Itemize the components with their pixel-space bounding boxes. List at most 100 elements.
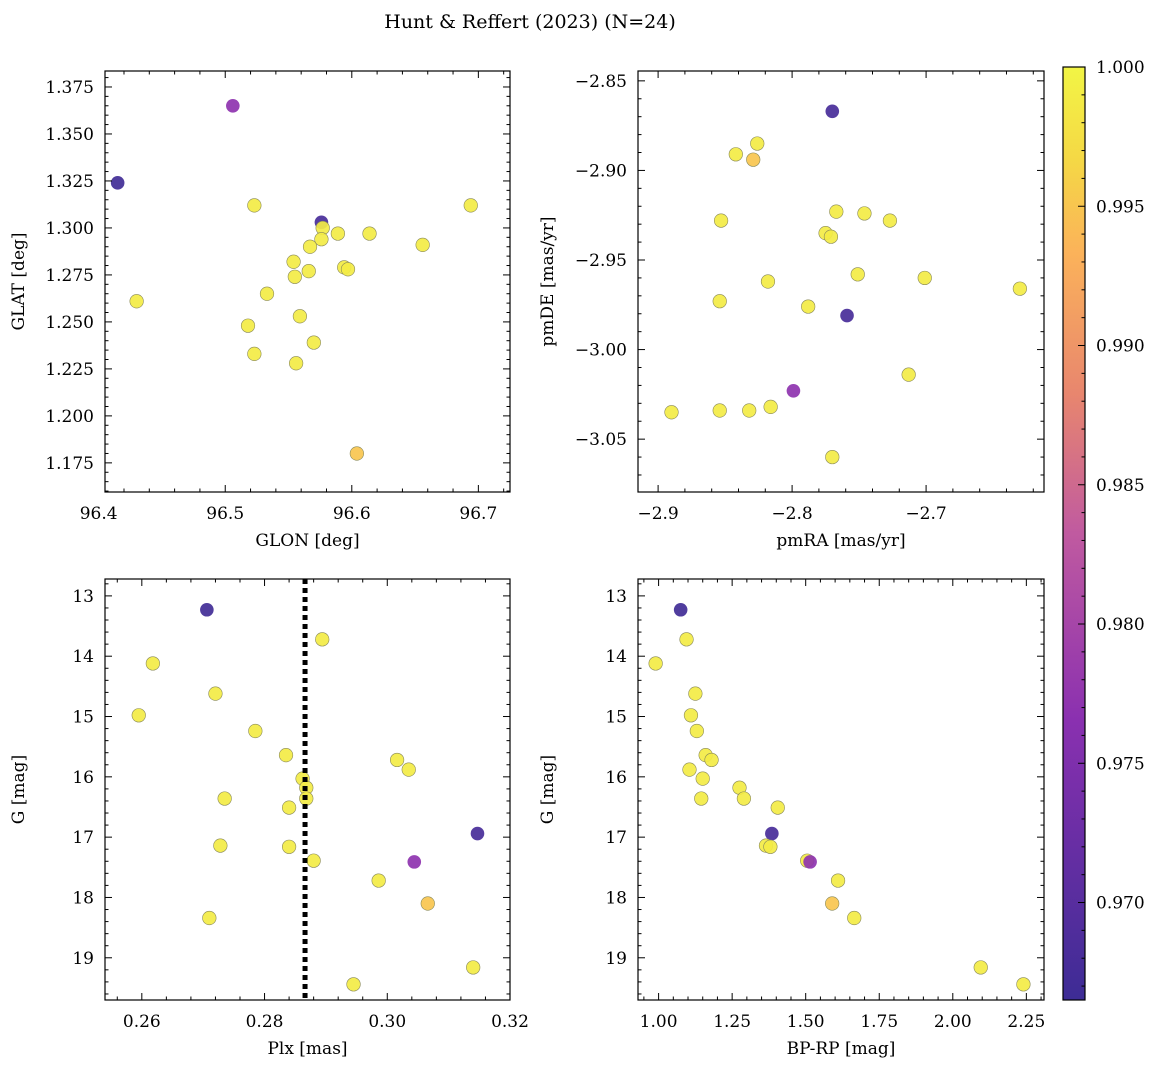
y-tick-label: −3.05 — [575, 430, 627, 450]
data-point — [901, 367, 916, 382]
data-point — [825, 896, 840, 911]
data-point — [110, 176, 125, 190]
panels: 96.4 96.5 96.6 96.7 1.175 1.200 1.225 1.250 1.27… — [9, 70, 1045, 1059]
colorbar-tick-label: 1.000 — [1096, 58, 1145, 78]
data-point — [763, 399, 778, 415]
y-tick-label: 1.225 — [45, 360, 94, 380]
y-tick-label: 1.350 — [45, 125, 94, 145]
data-point — [463, 198, 478, 213]
panel-1: 96.4 96.5 96.6 96.7 1.175 1.200 1.225 1.250 1.27… — [9, 70, 511, 551]
data-point — [765, 826, 779, 841]
colorbar-tick-label: 0.980 — [1096, 615, 1145, 635]
x-tick-label: 1.50 — [787, 1012, 825, 1032]
data-point — [704, 752, 719, 768]
data-point — [306, 335, 321, 350]
y-tick-label: 14 — [72, 647, 94, 667]
data-point — [401, 762, 416, 777]
data-point — [292, 309, 308, 324]
data-point — [248, 723, 263, 739]
data-point — [664, 405, 679, 420]
data-point — [648, 656, 663, 671]
data-point — [306, 853, 321, 868]
data-point — [882, 213, 898, 228]
y-tick-label: 18 — [605, 888, 627, 908]
colorbar: 0.970 0.975 0.980 0.985 0.990 0.995 1.000 — [1062, 58, 1145, 1001]
y-tick-label: 1.175 — [45, 454, 94, 474]
data-point — [145, 656, 160, 671]
x-tick-label: 0.26 — [123, 1012, 161, 1032]
y-axis-label: G [mag] — [538, 755, 558, 824]
data-point — [389, 752, 405, 768]
data-point — [728, 147, 743, 162]
y-tick-label: 16 — [72, 768, 94, 788]
data-point — [281, 839, 297, 854]
data-point — [847, 910, 862, 926]
data-point — [371, 873, 386, 888]
data-point — [850, 267, 865, 282]
x-axis-label: pmRA [mas/yr] — [776, 531, 905, 551]
y-tick-label: 19 — [72, 949, 94, 969]
data-point — [742, 403, 757, 418]
panel-2: −2.9 −2.8 −2.7 −3.05 −3.00 −2.95 −2.90 −2.85 pmR… — [538, 70, 1045, 551]
x-axis-label: GLON [deg] — [255, 531, 359, 551]
y-tick-label: 19 — [605, 949, 627, 969]
data-point — [217, 791, 232, 806]
data-point — [281, 800, 297, 815]
y-axis-label: pmDE [mas/yr] — [538, 216, 558, 346]
y-tick-label: 18 — [72, 888, 94, 908]
data-point — [302, 239, 318, 254]
data-point — [330, 226, 345, 241]
data-point — [973, 960, 988, 975]
colorbar-tick-label: 0.975 — [1096, 754, 1145, 774]
x-axis-label: Plx [mas] — [267, 1039, 347, 1059]
y-tick-label: 1.325 — [45, 172, 94, 192]
data-point — [683, 708, 699, 723]
data-point — [679, 632, 694, 647]
data-point — [694, 791, 709, 806]
data-point — [840, 308, 854, 323]
x-tick-label: 96.4 — [80, 504, 118, 524]
y-tick-label: 13 — [605, 587, 627, 607]
x-tick-label: 96.6 — [333, 504, 371, 524]
data-point — [803, 855, 817, 869]
panel-3: 0.26 0.28 0.30 0.32 13 14 15 16 17 18 19 Plx [mas] G… — [9, 578, 529, 1059]
panel-4: 1.00 1.25 1.50 1.75 2.00 2.25 13 14 15 16 17 18 19 BP… — [538, 578, 1045, 1059]
data-point — [200, 602, 214, 617]
x-tick-label: −2.9 — [637, 504, 678, 524]
data-point — [825, 104, 840, 119]
data-point — [415, 237, 430, 252]
colorbar-gradient — [1062, 66, 1086, 1001]
data-point — [801, 299, 816, 314]
data-point — [786, 383, 801, 398]
data-point — [259, 286, 275, 301]
data-point — [770, 800, 785, 815]
data-point — [829, 204, 844, 219]
data-point — [712, 403, 727, 418]
data-point — [466, 960, 481, 975]
data-point — [286, 254, 301, 269]
y-tick-label: 1.375 — [45, 78, 94, 98]
data-point — [857, 206, 872, 221]
data-point — [278, 748, 294, 763]
y-tick-label: 15 — [605, 708, 627, 728]
data-point — [1012, 281, 1027, 296]
data-point — [314, 232, 329, 247]
data-point — [420, 896, 435, 911]
colorbar-tick-label: 0.985 — [1096, 476, 1145, 496]
x-tick-label: 1.25 — [713, 1012, 751, 1032]
y-tick-label: −2.95 — [575, 251, 627, 271]
data-point — [695, 771, 710, 786]
x-tick-label: 0.30 — [368, 1012, 406, 1032]
x-tick-label: 2.25 — [1007, 1012, 1045, 1032]
x-tick-label: 96.5 — [206, 504, 244, 524]
data-point — [247, 198, 262, 213]
data-point — [763, 839, 778, 854]
data-point — [346, 977, 361, 992]
data-point — [736, 791, 752, 806]
x-axis-label: BP-RP [mag] — [787, 1039, 896, 1059]
data-point — [825, 449, 840, 465]
y-tick-label: −3.00 — [575, 341, 627, 361]
x-tick-label: 96.7 — [459, 504, 497, 524]
data-point — [202, 910, 217, 926]
data-point — [823, 229, 839, 244]
